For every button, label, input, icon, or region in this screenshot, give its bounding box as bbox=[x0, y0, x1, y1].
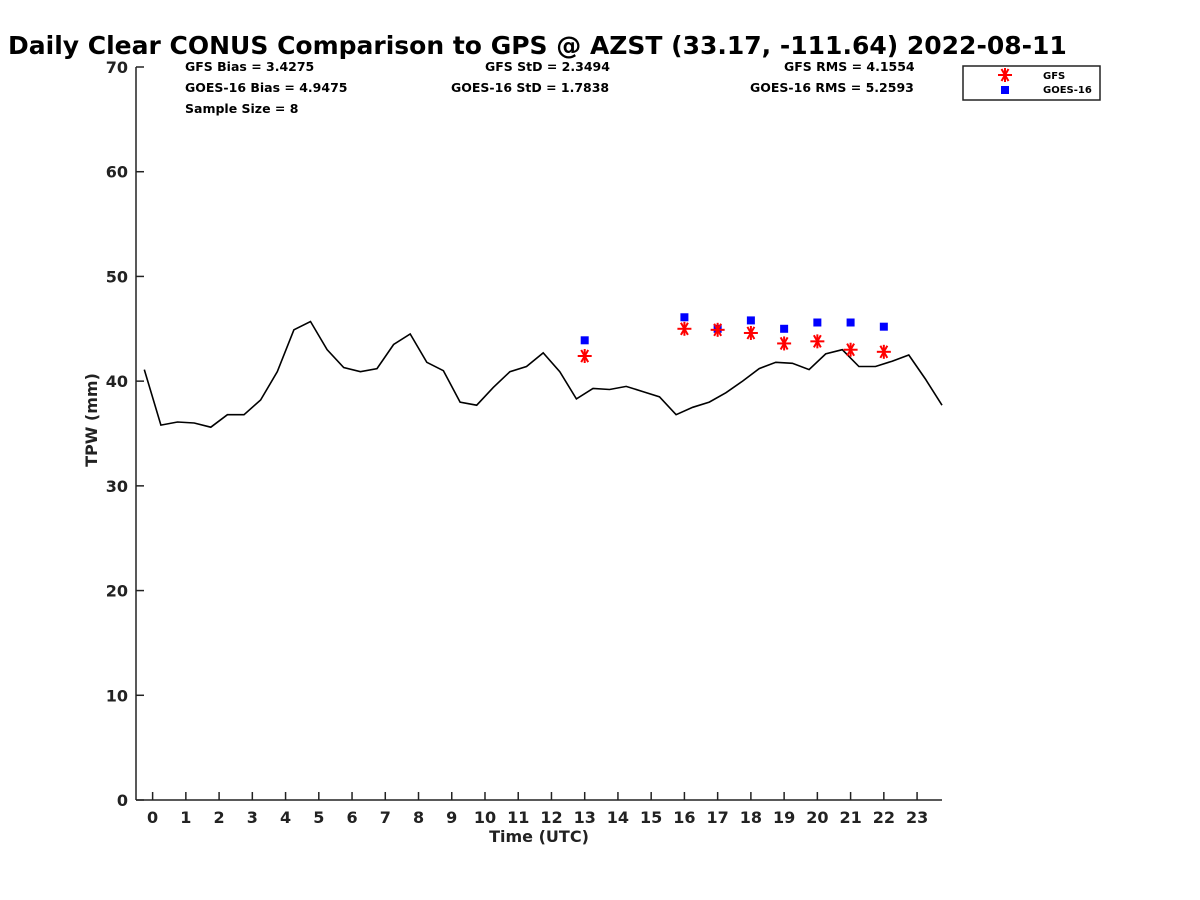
x-tick-label: 5 bbox=[313, 808, 324, 827]
x-tick-label: 20 bbox=[806, 808, 828, 827]
x-tick-label: 1 bbox=[180, 808, 191, 827]
y-tick-label: 20 bbox=[106, 582, 128, 601]
goes16-point bbox=[580, 336, 589, 345]
x-tick-label: 17 bbox=[707, 808, 729, 827]
x-tick-label: 21 bbox=[839, 808, 861, 827]
x-tick-label: 18 bbox=[740, 808, 762, 827]
x-axis-title: Time (UTC) bbox=[489, 827, 589, 846]
x-tick-label: 22 bbox=[873, 808, 895, 827]
goes-std-stat: GOES-16 StD = 1.7838 bbox=[451, 80, 610, 95]
y-tick-label: 0 bbox=[117, 791, 128, 810]
gfs-point bbox=[810, 334, 825, 349]
y-tick-label: 60 bbox=[106, 163, 128, 182]
legend-goes16-marker bbox=[1001, 86, 1009, 94]
gfs-rms-stat: GFS RMS = 4.1554 bbox=[784, 59, 915, 74]
y-tick-label: 50 bbox=[106, 267, 128, 286]
gfs-point bbox=[777, 336, 792, 351]
goes16-point bbox=[879, 322, 888, 331]
goes-bias-stat: GOES-16 Bias = 4.9475 bbox=[185, 80, 348, 95]
goes-rms-stat: GOES-16 RMS = 5.2593 bbox=[750, 80, 914, 95]
gfs-point bbox=[677, 321, 692, 336]
y-tick-label: 10 bbox=[106, 686, 128, 705]
x-tick-label: 7 bbox=[380, 808, 391, 827]
x-tick-label: 6 bbox=[346, 808, 357, 827]
legend: GFS GOES-16 bbox=[962, 65, 1101, 101]
legend-goes16-label: GOES-16 bbox=[1043, 85, 1092, 96]
x-tick-label: 8 bbox=[413, 808, 424, 827]
legend-box bbox=[962, 65, 1101, 101]
gfs-std-stat: GFS StD = 2.3494 bbox=[485, 59, 610, 74]
legend-gfs-marker bbox=[998, 68, 1012, 82]
goes16-point bbox=[846, 318, 855, 327]
x-tick-label: 19 bbox=[773, 808, 795, 827]
y-tick-label: 30 bbox=[106, 477, 128, 496]
sample-size-stat: Sample Size = 8 bbox=[185, 101, 299, 116]
y-axis-title: TPW (mm) bbox=[82, 373, 101, 467]
legend-gfs-asterisk bbox=[998, 68, 1012, 82]
x-tick-label: 3 bbox=[247, 808, 258, 827]
gfs-bias-stat: GFS Bias = 3.4275 bbox=[185, 59, 315, 74]
x-tick-label: 16 bbox=[673, 808, 695, 827]
x-tick-label: 4 bbox=[280, 808, 291, 827]
x-tick-label: 14 bbox=[607, 808, 629, 827]
gfs-point bbox=[843, 342, 858, 357]
gfs-point bbox=[577, 349, 592, 364]
goes16-point bbox=[746, 316, 755, 325]
chart-title: Daily Clear CONUS Comparison to GPS @ AZ… bbox=[8, 31, 1067, 60]
x-tick-label: 12 bbox=[540, 808, 562, 827]
goes16-point bbox=[680, 313, 689, 322]
gfs-point bbox=[710, 322, 725, 337]
gps-tpw-line bbox=[143, 320, 943, 429]
x-tick-label: 11 bbox=[507, 808, 529, 827]
x-tick-label: 15 bbox=[640, 808, 662, 827]
x-tick-label: 10 bbox=[474, 808, 496, 827]
y-tick-label: 70 bbox=[106, 58, 128, 77]
x-tick-label: 9 bbox=[446, 808, 457, 827]
gps-line-layer bbox=[143, 320, 943, 429]
x-tick-label: 0 bbox=[147, 808, 158, 827]
goes16-point bbox=[780, 324, 789, 333]
gfs-point bbox=[876, 344, 891, 359]
x-tick-label: 2 bbox=[214, 808, 225, 827]
points-layer bbox=[577, 313, 891, 364]
legend-gfs-label: GFS bbox=[1043, 71, 1065, 82]
gfs-point bbox=[743, 325, 758, 340]
y-tick-label: 40 bbox=[106, 372, 128, 391]
x-tick-label: 13 bbox=[574, 808, 596, 827]
x-tick-label: 23 bbox=[906, 808, 928, 827]
axes bbox=[135, 67, 942, 801]
goes16-point bbox=[813, 318, 822, 327]
